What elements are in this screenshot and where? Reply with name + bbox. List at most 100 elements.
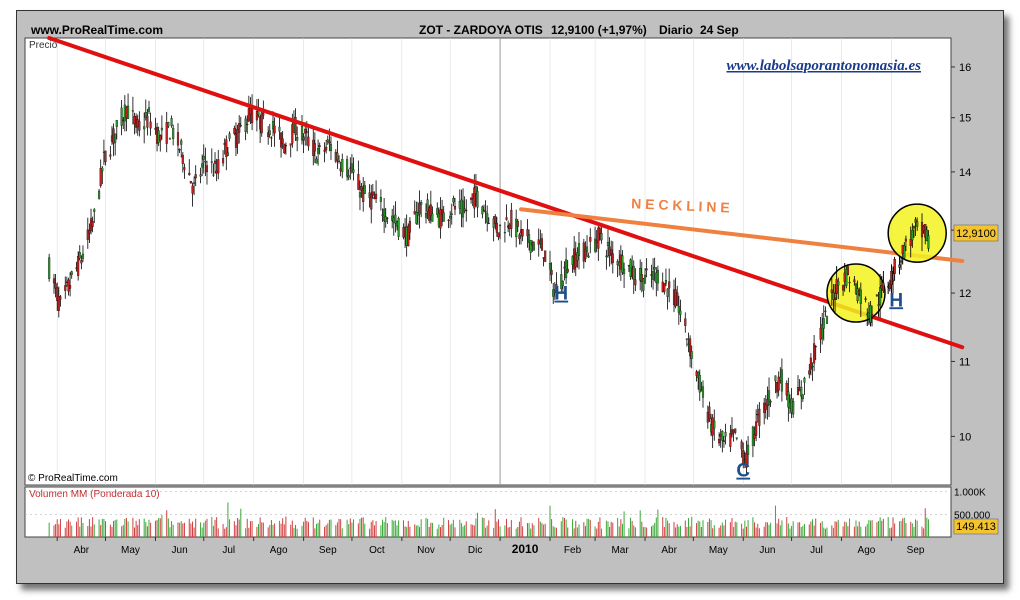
volume-tick-label: 500.000 <box>954 510 991 521</box>
price-change-label: 12,9100 (+1,97%) <box>551 23 647 37</box>
candle-body <box>450 213 453 215</box>
candle-body <box>52 278 56 284</box>
candle-body <box>632 265 635 280</box>
candle-body <box>663 283 666 293</box>
candle-body <box>439 209 442 229</box>
candle-body <box>463 208 466 211</box>
candle-body <box>228 133 231 139</box>
candle-body <box>370 194 373 210</box>
candle-body <box>251 106 254 124</box>
x-tick-label: Abr <box>74 545 90 556</box>
candle-body <box>109 154 112 157</box>
ticker-label: ZOT - ZARDOYA OTIS <box>419 23 543 37</box>
candle-body <box>809 357 812 370</box>
candle-body <box>131 110 134 112</box>
candle-body <box>833 297 837 301</box>
candle-body <box>313 143 316 152</box>
candle-body <box>426 199 429 212</box>
candle-body <box>91 221 94 227</box>
candle-body <box>629 259 632 277</box>
candle-body <box>69 285 72 289</box>
candle-body <box>652 271 655 280</box>
candle-body <box>465 209 468 212</box>
candle-body <box>679 310 682 315</box>
candle-body <box>585 246 589 252</box>
candle-body <box>346 159 349 177</box>
candle-body <box>239 125 242 127</box>
y-tick-label: 15 <box>959 113 971 125</box>
candle-body <box>59 296 62 300</box>
candle-body <box>144 112 147 118</box>
candle-body <box>792 401 795 415</box>
candle-body <box>830 289 833 293</box>
candle-body <box>260 112 263 134</box>
candle-body <box>825 316 829 324</box>
candle-body <box>120 107 123 126</box>
candle-body <box>81 253 85 259</box>
candle-body <box>606 242 610 246</box>
candle-body <box>755 421 758 436</box>
candle-body <box>690 351 693 359</box>
candle-body <box>294 116 297 136</box>
candle-body <box>183 167 186 170</box>
candle-body <box>916 221 919 227</box>
candle-body <box>555 284 558 294</box>
candle-body <box>379 197 382 202</box>
pattern-label: H <box>554 284 568 305</box>
candle-body <box>566 268 569 273</box>
candle-body <box>383 208 386 221</box>
volume-bars <box>48 502 929 537</box>
candle-body <box>801 394 804 400</box>
candle-body <box>484 211 487 213</box>
candle-body <box>634 279 637 286</box>
candle-body <box>149 121 152 129</box>
candle-body <box>268 130 271 136</box>
candle-body <box>577 243 581 256</box>
candle-body <box>222 158 225 164</box>
candle-body <box>904 238 907 242</box>
candle-body <box>698 374 701 393</box>
candle-body <box>420 202 423 205</box>
candle-body <box>576 251 579 261</box>
candle-body <box>745 453 748 468</box>
candle-body <box>597 227 600 249</box>
candle-body <box>146 115 149 128</box>
candle-body <box>397 218 400 237</box>
candle-body <box>621 255 624 273</box>
volume-tick-label: 1.000K <box>954 488 986 499</box>
candle-body <box>273 125 276 134</box>
candle-body <box>718 439 721 444</box>
copyright-label: © ProRealTime.com <box>28 473 118 484</box>
candle-body <box>664 280 668 284</box>
candle-body <box>80 260 83 264</box>
candle-body <box>811 366 814 368</box>
candle-body <box>643 274 647 284</box>
x-tick-label: Jul <box>810 545 823 556</box>
candle-body <box>442 212 445 222</box>
candle-body <box>56 287 59 301</box>
watermark-link[interactable]: www.labolsaporantonomasia.es <box>727 58 922 74</box>
trendline <box>47 36 965 350</box>
candle-body <box>194 174 197 179</box>
candle-body <box>213 160 217 164</box>
date-label: 24 Sep <box>700 23 739 37</box>
candle-body <box>767 390 771 405</box>
candle-body <box>742 450 745 465</box>
candle-body <box>600 233 603 241</box>
candle-body <box>238 123 241 133</box>
candle-body <box>821 324 824 339</box>
candle-body <box>453 205 457 210</box>
candle-body <box>226 152 229 156</box>
candle-body <box>114 133 117 143</box>
candle-body <box>813 343 816 364</box>
candle-body <box>78 252 81 259</box>
candle-body <box>278 126 281 132</box>
candle-body <box>676 292 679 306</box>
candle-body <box>86 229 89 240</box>
candle-body <box>244 118 247 132</box>
candle-body <box>764 403 767 410</box>
candle-body <box>255 110 258 121</box>
candle-body <box>470 197 473 200</box>
candle-body <box>167 122 170 127</box>
candle-body <box>722 440 725 442</box>
